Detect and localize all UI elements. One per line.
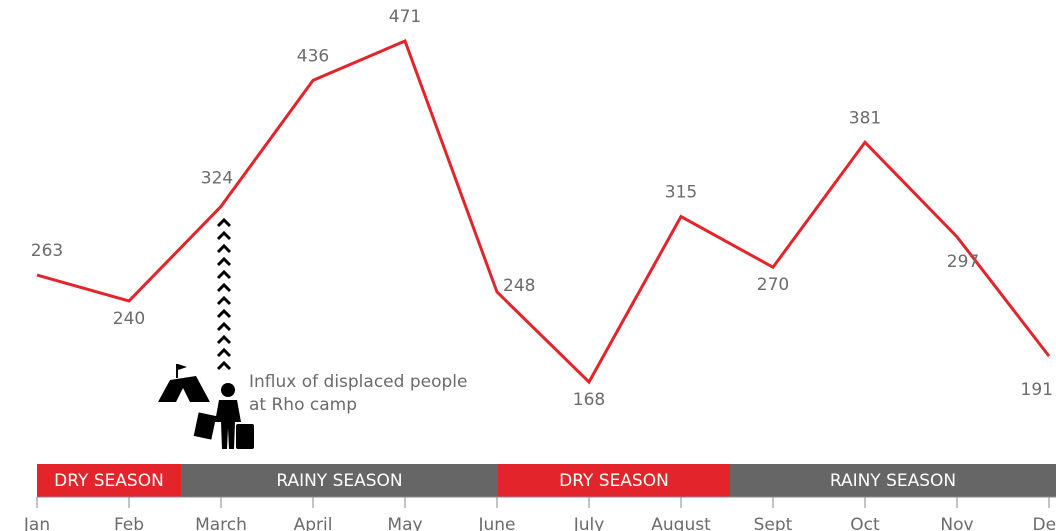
season-label: RAINY SEASON xyxy=(830,471,956,491)
line xyxy=(36,38,1051,385)
season-band xyxy=(498,464,730,497)
x-tick-label: Nov xyxy=(940,515,973,531)
x-tick-label: Feb xyxy=(114,515,144,531)
data-label: 270 xyxy=(757,275,789,295)
chevrons xyxy=(216,217,232,371)
x-tick-label: July xyxy=(573,515,605,531)
data-label: 297 xyxy=(947,252,979,272)
x-tick-label: May xyxy=(387,515,422,531)
x-tick-label: August xyxy=(651,515,711,531)
x-tick-label: April xyxy=(294,515,333,531)
data-label: 471 xyxy=(389,7,421,27)
season-band xyxy=(37,464,181,497)
season-label: RAINY SEASON xyxy=(276,471,402,491)
season-label: DRY SEASON xyxy=(559,471,669,491)
x-tick-label: March xyxy=(195,515,247,531)
x-tick-label: Jan xyxy=(23,515,50,531)
x-tick-label: Dec xyxy=(1033,515,1056,531)
tent-icon xyxy=(158,364,210,402)
x-tick-label: Sept xyxy=(754,515,793,531)
data-label: 381 xyxy=(849,108,881,128)
data-label: 240 xyxy=(113,309,145,329)
data-label: 436 xyxy=(297,46,329,66)
annotation: at Rho camp xyxy=(249,395,357,415)
data-label: 315 xyxy=(665,183,697,203)
x-tick-label: Oct xyxy=(850,515,880,531)
data-label: 191 xyxy=(1021,380,1053,400)
data-label: 324 xyxy=(201,168,233,188)
season-band xyxy=(730,464,1056,497)
data-label: 168 xyxy=(573,390,605,410)
person-icon xyxy=(193,383,254,449)
annotation: Influx of displaced people xyxy=(249,372,467,392)
data-label: 263 xyxy=(31,241,63,261)
season-label: DRY SEASON xyxy=(54,471,164,491)
x-tick-label: June xyxy=(477,515,515,531)
data-label: 248 xyxy=(503,276,535,296)
season-band xyxy=(181,464,498,497)
